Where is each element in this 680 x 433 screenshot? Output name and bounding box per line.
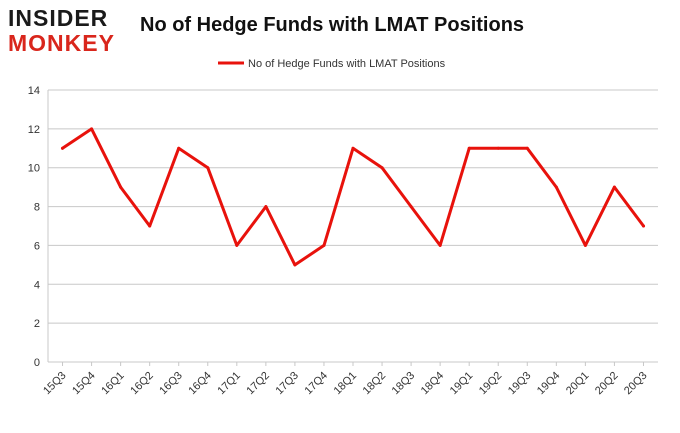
- y-tick-label: 14: [28, 85, 40, 97]
- x-tick-label: 16Q2: [128, 370, 156, 398]
- data-point: [612, 185, 616, 189]
- data-point: [293, 263, 297, 267]
- x-tick-label: 17Q1: [215, 370, 243, 398]
- x-tick-label: 20Q1: [564, 370, 592, 398]
- data-point: [583, 243, 587, 247]
- y-tick-label: 12: [28, 124, 40, 136]
- x-tick-label: 20Q2: [593, 370, 621, 398]
- x-tick-label: 19Q4: [535, 370, 563, 398]
- y-tick-label: 10: [28, 163, 40, 175]
- data-point: [177, 146, 181, 150]
- x-tick-label: 16Q1: [99, 370, 127, 398]
- data-point: [438, 243, 442, 247]
- x-tick-label: 15Q3: [41, 370, 69, 398]
- data-point: [525, 146, 529, 150]
- y-tick-label: 8: [34, 202, 40, 214]
- data-point: [641, 224, 645, 228]
- insider-monkey-logo: INSIDER MONKEY: [8, 6, 128, 58]
- legend-label: No of Hedge Funds with LMAT Positions: [248, 58, 446, 70]
- series-layer: [61, 127, 645, 267]
- x-tick-label: 19Q3: [506, 370, 534, 398]
- data-point: [322, 243, 326, 247]
- x-tick-label: 18Q4: [419, 370, 447, 398]
- data-point: [409, 205, 413, 209]
- data-point: [235, 243, 239, 247]
- logo-line-2: MONKEY: [8, 30, 115, 56]
- y-axis: 0 2 4 6 8 10 12 14: [28, 85, 49, 369]
- legend: No of Hedge Funds with LMAT Positions: [218, 58, 446, 70]
- data-point: [61, 146, 65, 150]
- x-tick-label: 15Q4: [70, 370, 98, 398]
- x-tick-label: 18Q1: [332, 370, 360, 398]
- x-tick-label: 18Q3: [390, 370, 418, 398]
- y-tick-label: 6: [34, 240, 40, 252]
- x-tick-label: 20Q3: [622, 370, 650, 398]
- y-tick-label: 2: [34, 318, 40, 330]
- data-point: [380, 166, 384, 170]
- x-tick-label: 19Q2: [477, 370, 505, 398]
- x-tick-label: 17Q3: [274, 370, 302, 398]
- x-axis: 15Q3 15Q4 16Q1 16Q2 16Q3 16Q4 17Q1 17Q2 17Q3 17Q4…: [41, 362, 650, 398]
- data-point: [264, 205, 268, 209]
- data-point: [554, 185, 558, 189]
- data-point: [119, 185, 123, 189]
- data-point: [351, 146, 355, 150]
- x-tick-label: 16Q3: [157, 370, 185, 398]
- data-point: [206, 166, 210, 170]
- data-point: [90, 127, 94, 131]
- logo-line-1: INSIDER: [8, 5, 109, 31]
- gridlines: [48, 89, 658, 363]
- x-tick-label: 16Q4: [186, 370, 214, 398]
- data-point: [148, 224, 152, 228]
- x-tick-label: 19Q1: [448, 370, 476, 398]
- x-tick-label: 18Q2: [361, 370, 389, 398]
- x-tick-label: 17Q4: [303, 370, 331, 398]
- y-tick-label: 0: [34, 357, 40, 369]
- chart-title: No of Hedge Funds with LMAT Positions: [140, 14, 525, 36]
- x-tick-label: 17Q2: [244, 370, 272, 398]
- data-point: [496, 146, 500, 150]
- data-point: [467, 146, 471, 150]
- y-tick-label: 4: [34, 279, 40, 291]
